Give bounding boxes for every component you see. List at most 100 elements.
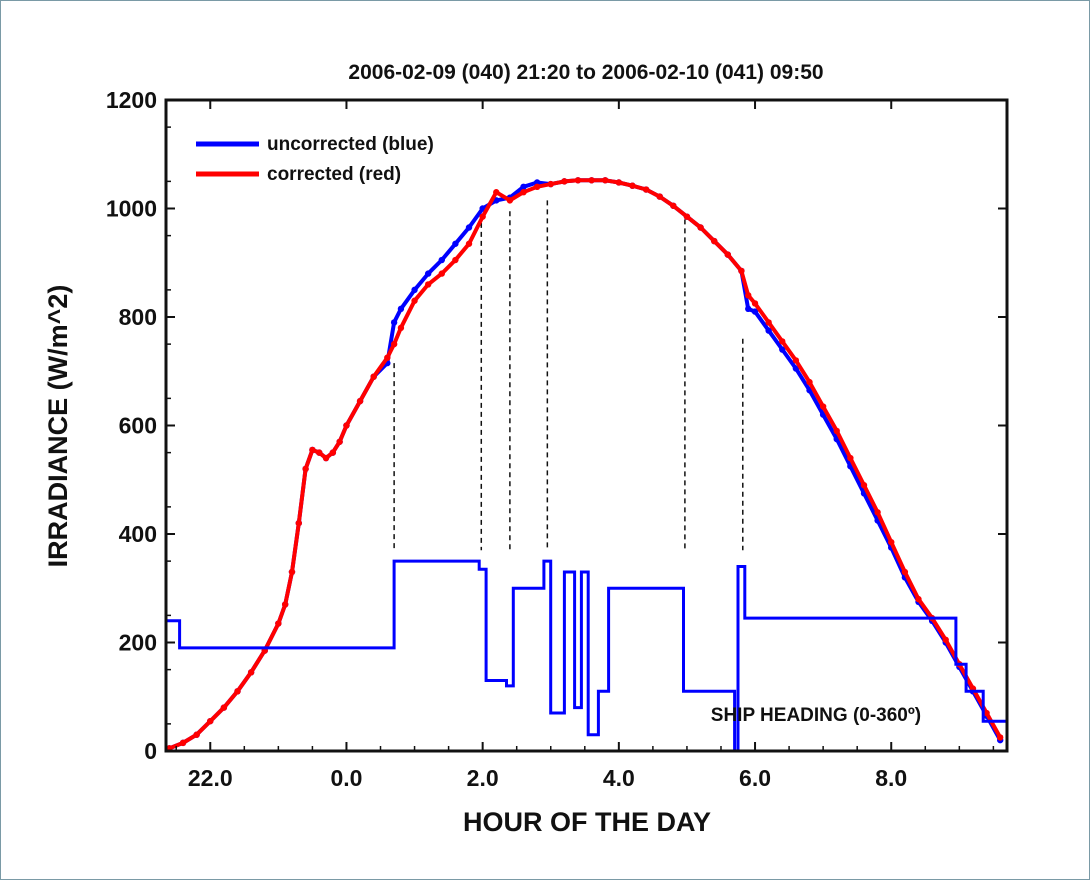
series-1 — [166, 177, 1004, 752]
data-point — [792, 365, 800, 372]
data-point — [724, 251, 732, 258]
x-tick-label: 6.0 — [739, 765, 771, 791]
y-tick-label: 800 — [119, 304, 157, 330]
data-point — [370, 373, 377, 380]
data-point — [779, 346, 786, 353]
data-point — [302, 465, 309, 473]
plot-border — [164, 98, 1009, 753]
data-point — [247, 669, 255, 676]
data-point — [615, 179, 623, 186]
y-tick-label: 1200 — [106, 87, 157, 113]
chart-title: 2006-02-09 (040) 21:20 to 2006-02-10 (04… — [348, 61, 823, 84]
data-point — [506, 197, 514, 204]
data-point — [738, 267, 745, 275]
data-point — [343, 422, 350, 429]
x-tick-label: 8.0 — [875, 765, 907, 791]
data-point — [479, 213, 486, 220]
data-point — [806, 378, 813, 386]
x-axis-title: HOUR OF THE DAY — [463, 807, 711, 837]
data-point — [683, 213, 691, 220]
data-point — [656, 193, 663, 200]
data-point — [602, 177, 609, 184]
data-point — [452, 256, 459, 264]
data-point — [493, 189, 500, 196]
data-point — [234, 688, 241, 695]
x-tick-label: 0.0 — [330, 765, 362, 791]
series-line — [167, 178, 1003, 751]
data-point — [901, 568, 909, 576]
data-point — [288, 568, 296, 576]
data-point — [874, 509, 881, 516]
data-point — [207, 717, 214, 725]
x-tick-label: 4.0 — [603, 765, 635, 791]
data-point — [765, 319, 772, 326]
data-point — [533, 183, 541, 190]
y-tick-label: 400 — [119, 521, 157, 547]
data-point — [629, 182, 636, 189]
data-point — [670, 202, 677, 209]
data-point — [424, 281, 432, 288]
data-point — [356, 397, 364, 405]
data-point — [751, 308, 759, 315]
data-point — [424, 270, 432, 277]
data-point — [561, 178, 568, 185]
data-point — [779, 338, 786, 345]
data-point — [765, 327, 772, 334]
data-point — [438, 256, 445, 264]
data-point — [574, 177, 582, 184]
data-point — [996, 734, 1004, 741]
data-point — [860, 481, 868, 489]
data-point — [819, 403, 827, 410]
data-point — [465, 240, 473, 247]
data-point — [336, 438, 343, 445]
data-point — [697, 224, 704, 231]
data-point — [397, 324, 405, 332]
data-point — [390, 340, 398, 348]
data-point — [520, 183, 527, 190]
data-point — [220, 704, 228, 711]
data-point — [745, 305, 752, 313]
data-point — [847, 454, 854, 462]
data-point — [411, 297, 418, 304]
ship-heading-line — [166, 559, 1007, 753]
data-point — [465, 224, 473, 231]
data-point — [193, 731, 200, 738]
data-point — [710, 237, 718, 245]
data-point — [309, 446, 316, 454]
y-tick-label: 600 — [119, 413, 157, 439]
annotation-ship-heading: SHIP HEADING (0-360º) — [711, 705, 921, 726]
data-point — [316, 449, 323, 456]
legend: uncorrected (blue) corrected (red) — [196, 134, 434, 185]
series-line — [167, 178, 1003, 751]
data-point — [833, 427, 840, 435]
data-point — [745, 292, 752, 299]
data-point — [329, 449, 337, 456]
data-point — [322, 454, 330, 462]
data-point — [520, 189, 527, 196]
data-point — [179, 739, 187, 747]
data-point — [588, 177, 595, 184]
plot-content — [166, 177, 1007, 753]
y-tick-label: 1000 — [106, 196, 157, 222]
data-point — [452, 240, 459, 247]
y-axis: 0 200 400 600 800 1000 1200 — [106, 87, 1007, 764]
data-point — [942, 636, 949, 643]
series-0 — [166, 177, 1004, 752]
annotations: SHIP HEADING (0-360º) — [711, 705, 921, 726]
data-point — [295, 519, 302, 527]
legend-label: corrected (red) — [267, 164, 401, 185]
x-axis: 22.0 0.0 2.0 4.0 6.0 8.0 — [175, 100, 995, 791]
data-point — [642, 186, 650, 193]
data-point — [915, 595, 922, 603]
data-point — [547, 180, 554, 188]
data-point — [275, 620, 282, 627]
x-tick-label: 22.0 — [188, 765, 233, 791]
data-point — [390, 319, 398, 326]
data-point — [751, 300, 759, 307]
y-tick-label: 200 — [119, 630, 157, 656]
data-point — [438, 270, 445, 277]
data-point — [411, 286, 418, 294]
series-2 — [166, 559, 1007, 753]
data-point — [397, 305, 405, 313]
